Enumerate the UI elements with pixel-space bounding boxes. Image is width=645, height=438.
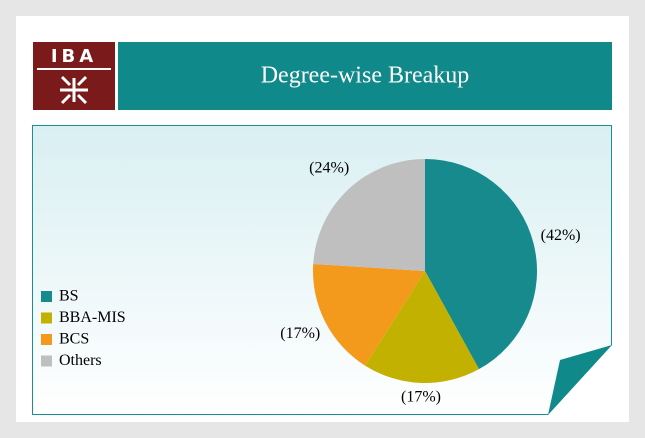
pie-slice [425,159,537,370]
pie-slice [364,271,479,383]
pie-slice [313,159,425,271]
legend-swatch [41,334,52,345]
pie-chart: (42%) (17%) (17%) (24%) BS BBA-MIS BCS Others [41,159,581,406]
chart-title: Degree-wise Breakup [261,63,470,89]
folded-corner [548,345,612,415]
data-label: (42%) [541,227,581,244]
legend-label: BS [59,288,79,305]
legend-swatch [41,291,52,302]
title-bar [118,42,612,110]
pie-slice [313,263,425,366]
data-label: (17%) [401,389,441,406]
logo-text: IBA [51,46,97,67]
legend-label: BBA-MIS [59,309,126,326]
data-label: (17%) [280,325,320,342]
logo-symbol [60,75,88,105]
legend-swatch [41,355,52,367]
legend-label: BCS [59,331,89,348]
legend-swatch [41,312,52,324]
data-label: (24%) [309,160,349,177]
legend-label: Others [59,352,102,369]
